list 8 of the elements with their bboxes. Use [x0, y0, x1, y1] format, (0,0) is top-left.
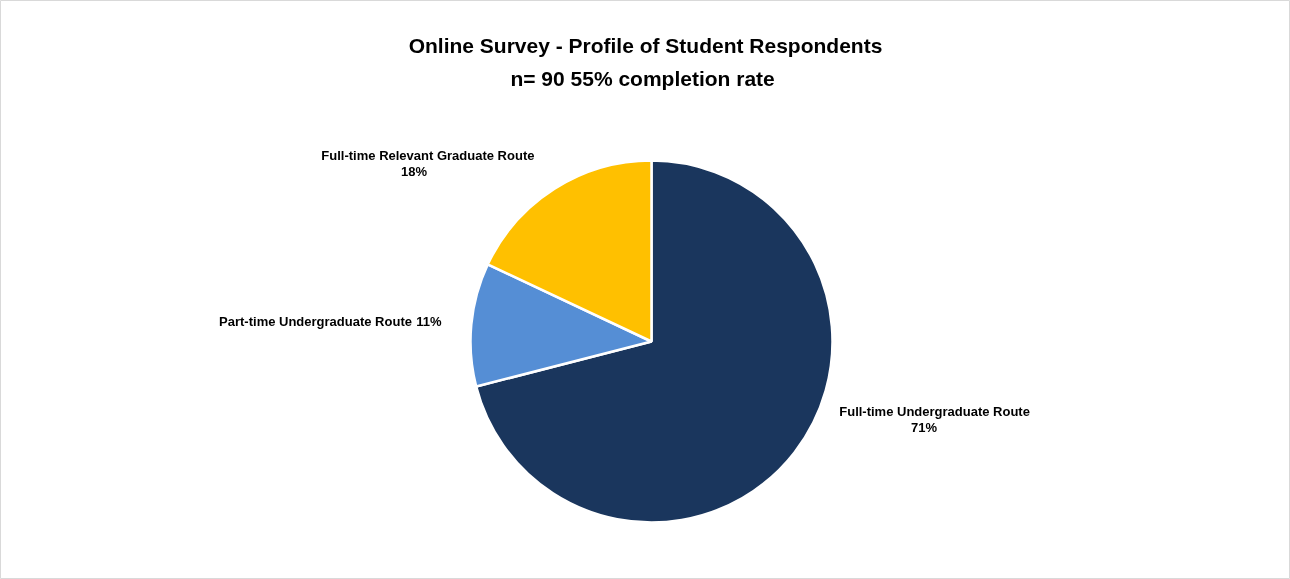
- data-label: 18%: [400, 163, 428, 179]
- slice-label: Full-time Relevant Graduate Route: [321, 147, 535, 163]
- slice-label: Part-time Undergraduate Route: [219, 314, 412, 330]
- slice-label: Full-time Undergraduate Route: [839, 403, 1030, 419]
- data-label: 71%: [911, 419, 938, 435]
- chart-title: Online Survey - Profile of Student Respondents: [408, 34, 883, 57]
- chart-subtitle: n= 90 55% completion rate: [510, 67, 775, 90]
- data-label: 11%: [416, 314, 442, 330]
